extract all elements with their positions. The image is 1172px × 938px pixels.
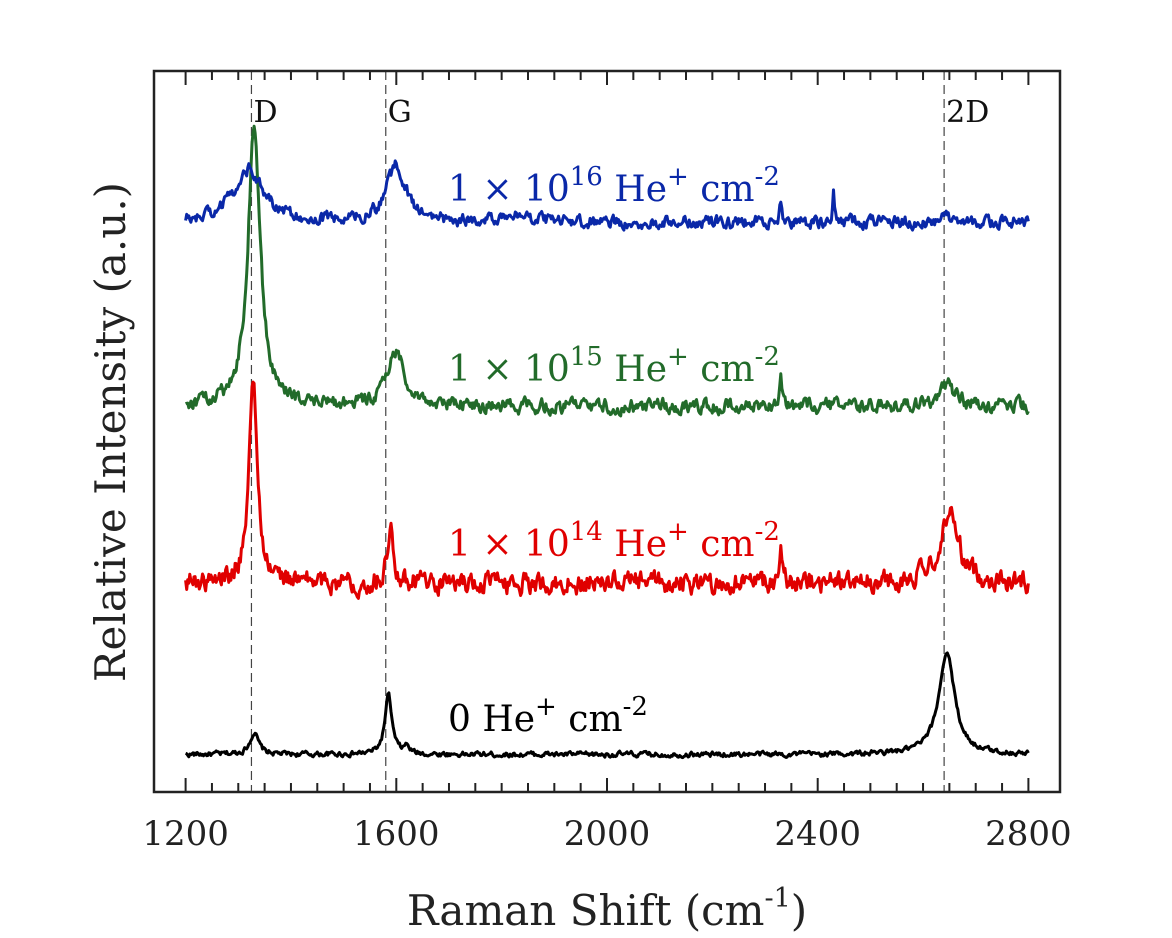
series-label-text: He xyxy=(603,349,667,390)
peak-labels: D G 2D xyxy=(253,95,989,130)
x-axis-title: Raman Shift (cm-1) xyxy=(407,883,807,935)
series-label-superscript: -2 xyxy=(755,162,780,192)
series-label-0: 0 He+ cm-2 xyxy=(448,692,648,740)
series-label-text: He xyxy=(603,169,667,210)
series-label-text: cm xyxy=(689,524,755,565)
series-label-superscript: + xyxy=(667,342,689,372)
series-label-text: 1 × 10 xyxy=(448,349,570,390)
x-tick-label: 2000 xyxy=(564,814,651,854)
series-label-text: cm xyxy=(689,349,755,390)
x-tick-label: 1200 xyxy=(142,814,229,854)
series-label-superscript: + xyxy=(667,162,689,192)
x-axis-ticks xyxy=(184,71,1030,792)
series-line-3 xyxy=(184,159,1030,232)
x-tick-label: 1600 xyxy=(353,814,440,854)
series-label-text: 1 × 10 xyxy=(448,524,570,565)
series-label-text: cm xyxy=(557,699,623,740)
series-line-2 xyxy=(184,124,1030,418)
series-line-0 xyxy=(184,651,1030,760)
peak-label-g: G xyxy=(388,95,412,130)
series-label-2: 1 × 1015 He+ cm-2 xyxy=(448,342,780,390)
series-label-1: 1 × 1014 He+ cm-2 xyxy=(448,517,780,565)
series-label-superscript: 15 xyxy=(570,342,603,372)
series-label-text: 0 He xyxy=(448,699,535,740)
series-label-superscript: + xyxy=(535,692,557,722)
peak-label-2d: 2D xyxy=(946,95,989,130)
series-label-3: 1 × 1016 He+ cm-2 xyxy=(448,162,780,210)
y-axis-title: Relative Intensity (a.u.) xyxy=(86,182,135,682)
series-label-superscript: + xyxy=(667,517,689,547)
x-tick-label: 2400 xyxy=(774,814,861,854)
series-label-text: cm xyxy=(689,169,755,210)
series-label-superscript: 14 xyxy=(570,517,603,547)
x-axis-tick-labels: 1200 1600 2000 2400 2800 xyxy=(142,814,1071,854)
series-label-superscript: 16 xyxy=(570,162,603,192)
series-label-superscript: -2 xyxy=(623,692,648,722)
series-label-text: He xyxy=(603,524,667,565)
series-label-text: 1 × 10 xyxy=(448,169,570,210)
x-tick-label: 2800 xyxy=(985,814,1072,854)
peak-label-d: D xyxy=(253,95,277,130)
series-line-1 xyxy=(184,380,1030,600)
series-label-superscript: -2 xyxy=(755,517,780,547)
series-labels: 0 He+ cm-21 × 1014 He+ cm-21 × 1015 He+ … xyxy=(448,162,780,740)
series-label-superscript: -2 xyxy=(755,342,780,372)
plot-area xyxy=(184,71,1030,792)
